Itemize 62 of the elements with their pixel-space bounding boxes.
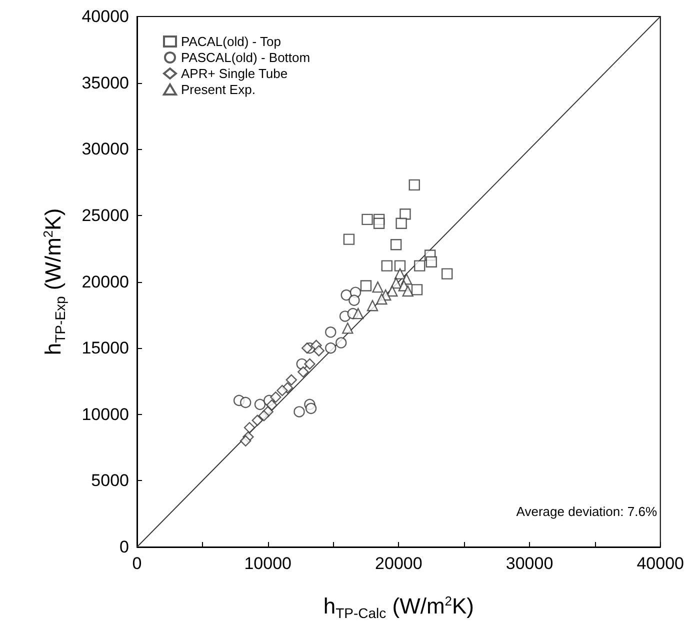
y-tick-label: 20000 [82,272,129,292]
annotation: Average deviation: 7.6% [516,504,658,519]
point [414,260,426,272]
y-tick-label: 30000 [82,140,129,159]
point [386,285,398,297]
point [400,208,411,220]
point [325,342,336,354]
point [304,358,316,370]
point [348,294,360,306]
point [240,435,252,446]
point [408,179,420,191]
legend-label: APR+ Single Tube [181,66,288,81]
point [286,374,297,386]
point [343,234,355,245]
point [441,268,453,280]
y-tick-label: 10000 [82,404,129,424]
point [376,293,388,305]
point [276,384,288,396]
point [366,300,378,312]
point [258,410,270,422]
y-tick-label: 5000 [91,471,129,490]
point [336,337,347,348]
legend-label: Present Exp. [181,82,256,97]
point [305,402,317,414]
y-tick-label: 40000 [82,7,129,26]
point [266,399,278,411]
point [325,326,336,338]
point [298,366,309,378]
point [402,285,414,297]
point [390,239,402,250]
point [394,260,406,272]
point [240,396,252,408]
y-tick-label: 0 [120,538,129,556]
y-tick-label: 25000 [82,206,129,225]
point [411,284,423,296]
x-tick-label: 30000 [506,554,554,573]
point [362,214,373,226]
point [396,218,407,229]
point [381,260,393,272]
point [294,406,305,418]
y-axis-title: hTP-Exp (W/m2K) [40,208,68,356]
x-tick-label: 40000 [636,554,684,573]
x-tick-label: 10000 [244,554,292,573]
point [394,268,406,280]
point [360,280,372,292]
point [244,422,256,434]
point [352,308,364,320]
x-tick-label: 0 [132,554,142,573]
y-tick-label: 35000 [82,73,129,92]
x-tick-label: 20000 [375,554,422,573]
point [252,414,263,426]
point [301,342,313,354]
point [426,256,437,268]
point [373,218,385,229]
point [342,322,354,334]
legend-label: PACAL(old) - Top [181,34,281,49]
point [313,345,324,356]
y-tick-label: 15000 [82,338,129,358]
point [254,398,266,410]
point [372,281,384,293]
legend-label: PASCAL(old) - Bottom [181,50,310,65]
point [270,392,282,403]
